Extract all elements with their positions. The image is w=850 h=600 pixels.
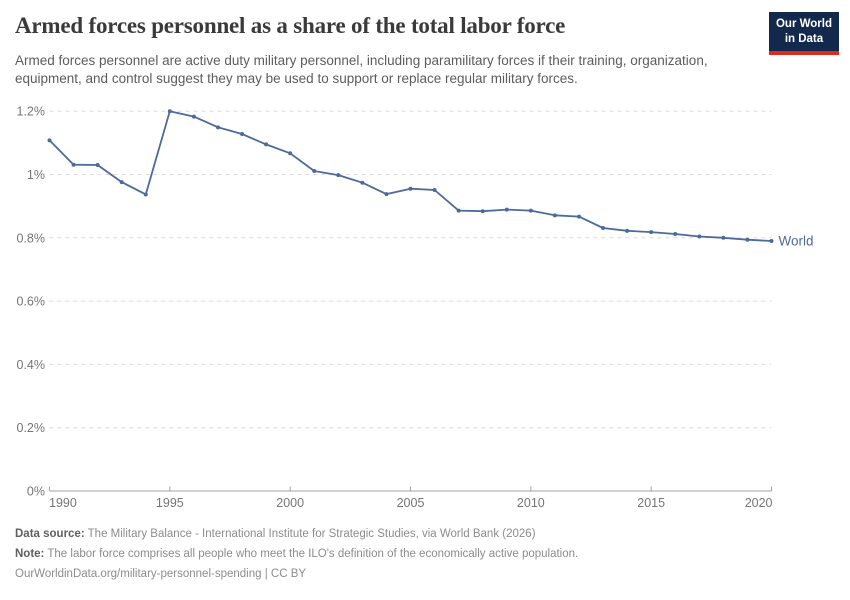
data-point-marker xyxy=(432,188,437,193)
owid-logo-line2: in Data xyxy=(784,32,824,45)
data-point-marker xyxy=(71,162,76,167)
y-tick-label: 0% xyxy=(27,485,45,499)
data-point-marker xyxy=(240,131,245,136)
data-point-marker xyxy=(673,232,678,237)
license-line: OurWorldinData.org/military-personnel-sp… xyxy=(15,568,307,581)
data-point-marker xyxy=(649,230,654,235)
data-point-marker xyxy=(456,208,461,213)
data-point-marker xyxy=(215,125,220,130)
data-source-label: Data source: xyxy=(15,528,85,540)
data-point-marker xyxy=(384,192,389,197)
note-text: The labor force comprises all people who… xyxy=(44,548,579,561)
data-point-marker xyxy=(143,192,148,197)
data-point-marker xyxy=(408,186,413,191)
data-point-marker xyxy=(697,234,702,239)
data-point-marker xyxy=(336,173,341,178)
y-tick-label: 1% xyxy=(27,168,45,182)
data-point-marker xyxy=(191,114,196,119)
chart-footer: Data source: The Military Balance - Inte… xyxy=(15,528,578,589)
chart-title: Armed forces personnel as a share of the… xyxy=(15,13,566,38)
data-point-marker xyxy=(119,180,124,185)
note-label: Note: xyxy=(15,548,45,561)
data-point-marker xyxy=(480,209,485,214)
data-point-marker xyxy=(312,169,317,174)
x-tick-label: 2005 xyxy=(397,496,425,510)
x-tick-label: 1995 xyxy=(156,496,184,510)
data-source-line: Data source: The Military Balance - Inte… xyxy=(15,528,578,541)
owid-logo-line1: Our World xyxy=(775,18,832,30)
data-point-marker xyxy=(504,207,509,212)
data-point-marker xyxy=(576,214,581,219)
data-point-marker xyxy=(288,151,293,156)
x-tick-label: 1990 xyxy=(49,496,77,510)
line-chart-canvas[interactable]: 0% 0.2% 0.4% 0.6% 0.8% 1% 1.2% 1990 1995 2000 2005… xyxy=(0,95,850,520)
data-point-marker xyxy=(95,163,100,168)
y-tick-label: 0.6% xyxy=(17,295,46,309)
y-tick-label: 1.2% xyxy=(17,105,46,119)
owid-logo[interactable]: Our World in Data xyxy=(768,12,839,55)
series-end-label: World xyxy=(779,233,814,248)
data-point-marker xyxy=(769,238,774,243)
world-series-line xyxy=(48,110,773,242)
x-tick-label: 2000 xyxy=(276,496,304,510)
y-tick-label: 0.8% xyxy=(17,231,46,245)
y-tick-label: 0.2% xyxy=(17,421,46,435)
data-point-marker xyxy=(625,228,630,233)
y-tick-label: 0.4% xyxy=(17,358,46,372)
data-point-marker xyxy=(721,235,726,240)
data-point-marker xyxy=(601,225,606,230)
data-source-text: The Military Balance - International Ins… xyxy=(84,528,536,540)
data-point-marker xyxy=(552,213,557,218)
data-point-marker xyxy=(167,109,172,114)
x-tick-label: 2020 xyxy=(745,496,773,510)
data-point-marker xyxy=(528,208,533,213)
note-line: Note: The labor force comprises all peop… xyxy=(15,548,578,561)
data-point-marker xyxy=(360,180,365,185)
x-tick-label: 2010 xyxy=(517,496,545,510)
data-point-marker xyxy=(47,138,52,143)
chart-subtitle: Armed forces personnel are active duty m… xyxy=(15,53,708,87)
data-point-marker xyxy=(745,237,750,242)
x-tick-label: 2015 xyxy=(637,496,665,510)
data-point-marker xyxy=(264,142,269,147)
